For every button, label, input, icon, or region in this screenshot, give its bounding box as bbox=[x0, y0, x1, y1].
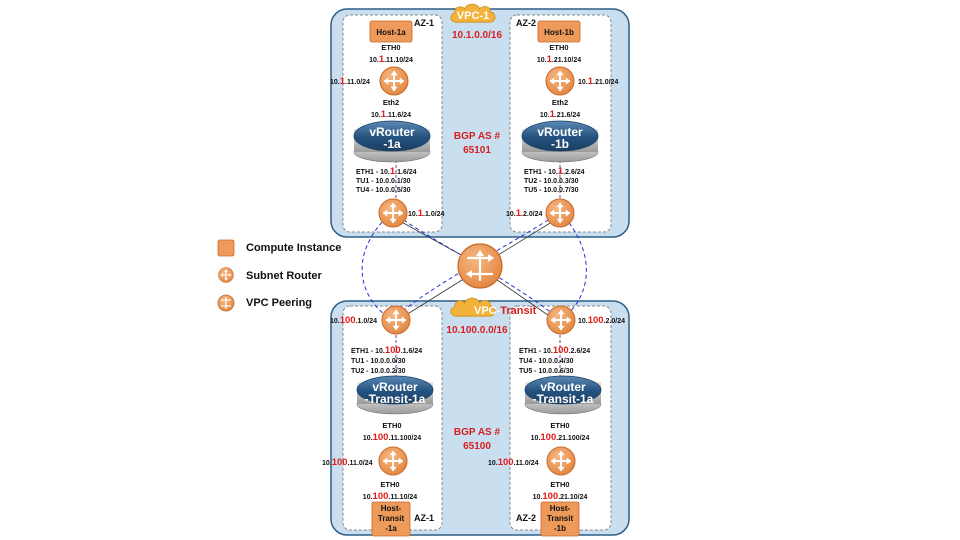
transit-az1-label: AZ-1 bbox=[414, 513, 434, 523]
transit-cidr: 10.100.0.0/16 bbox=[446, 325, 508, 336]
transit-az2-eth0: ETH0 bbox=[550, 421, 569, 430]
vpc1-az2-tu-b: TU5 - 10.0.0.7/30 bbox=[524, 187, 579, 194]
transit-az1-eth0-ip: 10.100.11.100/24 bbox=[363, 432, 421, 443]
transit-az2-tu-b: TU5 - 10.0.0.6/30 bbox=[519, 368, 574, 375]
subnet-router-icon bbox=[381, 305, 411, 335]
vpc1-az1-tu-b: TU4 - 10.0.0.5/30 bbox=[356, 187, 411, 194]
vrouter-1a-name: vRouter bbox=[369, 125, 415, 139]
transit-az1-host-ip: 10.100.11.10/24 bbox=[363, 491, 418, 502]
host-1b-ip: 10.1.21.10/24 bbox=[537, 54, 581, 65]
vpc1-az1-subnet-left: 10.1.11.0/24 bbox=[330, 76, 370, 87]
vpc1-az1-tu-a: TU1 - 10.0.0.1/30 bbox=[356, 178, 411, 185]
subnet-router-icon bbox=[378, 446, 408, 476]
compute-instance-icon bbox=[537, 20, 581, 43]
transit-az2-host-ip: 10.100.21.10/24 bbox=[533, 491, 588, 502]
transit-bgp-label: BGP AS # bbox=[454, 427, 501, 438]
transit-az1-eth1: ETH1 - 10.100.1.6/24 bbox=[351, 345, 422, 356]
host-1a-ip: 10.1.11.10/24 bbox=[369, 54, 413, 65]
vpc1-az1-label: AZ-1 bbox=[414, 18, 434, 28]
vrouter-1a-suffix: -1a bbox=[383, 137, 401, 151]
vpc1-az2-subnet-right: 10.1.21.0/24 bbox=[578, 76, 618, 87]
vpc1-az2-eth1: ETH1 - 10.1.2.6/24 bbox=[524, 166, 585, 177]
vrouter-transit-1a-icon bbox=[356, 375, 434, 415]
transit-az2-subnet-left: 10.100.11.0/24 bbox=[488, 457, 539, 468]
vrouter-transit-1b-suffix: -Transit-1a bbox=[533, 392, 594, 406]
vpc1-az2-eth2-ip: 10.1.21.6/24 bbox=[540, 109, 580, 120]
transit-az2-eth0-ip: 10.100.21.100/24 bbox=[531, 432, 590, 443]
vrouter-1a-icon bbox=[353, 120, 431, 163]
host-1a-label: Host-1a bbox=[376, 28, 406, 37]
compute-instance-icon bbox=[371, 501, 411, 537]
vpc1-bgp-label: BGP AS # bbox=[454, 131, 501, 142]
host-transit-1a-line2: Transit bbox=[378, 514, 405, 523]
host-transit-1a-line3: -1a bbox=[385, 524, 397, 533]
transit-az1-tu-a: TU1 - 10.0.0.0/30 bbox=[351, 358, 406, 365]
transit-az1-subnet-top: 10.100.1.0/24 bbox=[330, 315, 377, 326]
vpc1-cidr: 10.1.0.0/16 bbox=[452, 30, 502, 41]
host-transit-1a-line1: Host- bbox=[381, 504, 402, 513]
legend-subnet-router-icon bbox=[218, 267, 234, 283]
subnet-router-icon bbox=[378, 198, 408, 228]
vrouter-transit-1a-suffix: -Transit-1a bbox=[365, 392, 426, 406]
vpc1-az1-eth2: Eth2 bbox=[383, 98, 399, 107]
subnet-router-icon bbox=[546, 305, 576, 335]
vpc1-az2-subnet-bottom: 10.1.2.0/24 bbox=[506, 208, 543, 219]
transit-az2-label: AZ-2 bbox=[516, 513, 536, 523]
transit-az2-tu-a: TU4 - 10.0.0.4/30 bbox=[519, 358, 574, 365]
subnet-router-icon bbox=[545, 198, 575, 228]
vrouter-1b-icon bbox=[521, 120, 599, 163]
transit-az1-host-if: ETH0 bbox=[380, 480, 399, 489]
legend-compute-label: Compute Instance bbox=[246, 242, 341, 254]
vrouter-transit-1b-name: vRouter bbox=[540, 380, 586, 394]
transit-az2-eth1: ETH1 - 10.100.2.6/24 bbox=[519, 345, 590, 356]
compute-instance-icon bbox=[540, 501, 580, 537]
subnet-router-icon bbox=[546, 446, 576, 476]
vrouter-transit-1b-icon bbox=[524, 375, 602, 415]
vpc1-az1-eth1: ETH1 - 10.1.1.6/24 bbox=[356, 166, 417, 177]
transit-az2-host-if: ETH0 bbox=[550, 480, 569, 489]
host-1b-label: Host-1b bbox=[544, 28, 574, 37]
vpc1-az2-eth2: Eth2 bbox=[552, 98, 568, 107]
vrouter-1b-name: vRouter bbox=[537, 125, 583, 139]
vrouter-1b-suffix: -1b bbox=[551, 137, 569, 151]
transit-name: VPC-Transit bbox=[474, 305, 537, 317]
vpc1-bgp-as: 65101 bbox=[463, 145, 491, 156]
legend-subnet-router-label: Subnet Router bbox=[246, 270, 322, 282]
compute-instance-icon bbox=[369, 20, 413, 43]
legend-vpc-peering-icon bbox=[217, 294, 235, 312]
vpc1-az1-eth2-ip: 10.1.11.6/24 bbox=[371, 109, 411, 120]
vpc1-name: VPC-1 bbox=[457, 10, 489, 22]
subnet-router-icon bbox=[545, 66, 575, 96]
subnet-router-icon bbox=[379, 66, 409, 96]
transit-az1-tu-b: TU2 - 10.0.0.2/30 bbox=[351, 368, 406, 375]
host-transit-1b-line1: Host- bbox=[550, 504, 571, 513]
transit-az1-eth0: ETH0 bbox=[382, 421, 401, 430]
vpc1-az2-label: AZ-2 bbox=[516, 18, 536, 28]
legend-vpc-peering-label: VPC Peering bbox=[246, 297, 312, 309]
host-1b-if: ETH0 bbox=[549, 43, 568, 52]
host-transit-1b-line3: -1b bbox=[554, 524, 566, 533]
vpc-peering-hub-icon bbox=[457, 243, 503, 289]
vrouter-transit-1a-name: vRouter bbox=[372, 380, 418, 394]
vpc1-az1-subnet-bottom: 10.1.1.0/24 bbox=[408, 208, 445, 219]
host-transit-1b-line2: Transit bbox=[547, 514, 574, 523]
transit-az2-subnet-top: 10.100.2.0/24 bbox=[578, 315, 625, 326]
legend-compute-icon bbox=[217, 239, 235, 257]
host-1a-if: ETH0 bbox=[381, 43, 400, 52]
transit-bgp-as: 65100 bbox=[463, 441, 491, 452]
vpc1-az2-tu-a: TU2 - 10.0.0.3/30 bbox=[524, 178, 579, 185]
transit-az1-subnet-left: 10.100.11.0/24 bbox=[322, 457, 373, 468]
